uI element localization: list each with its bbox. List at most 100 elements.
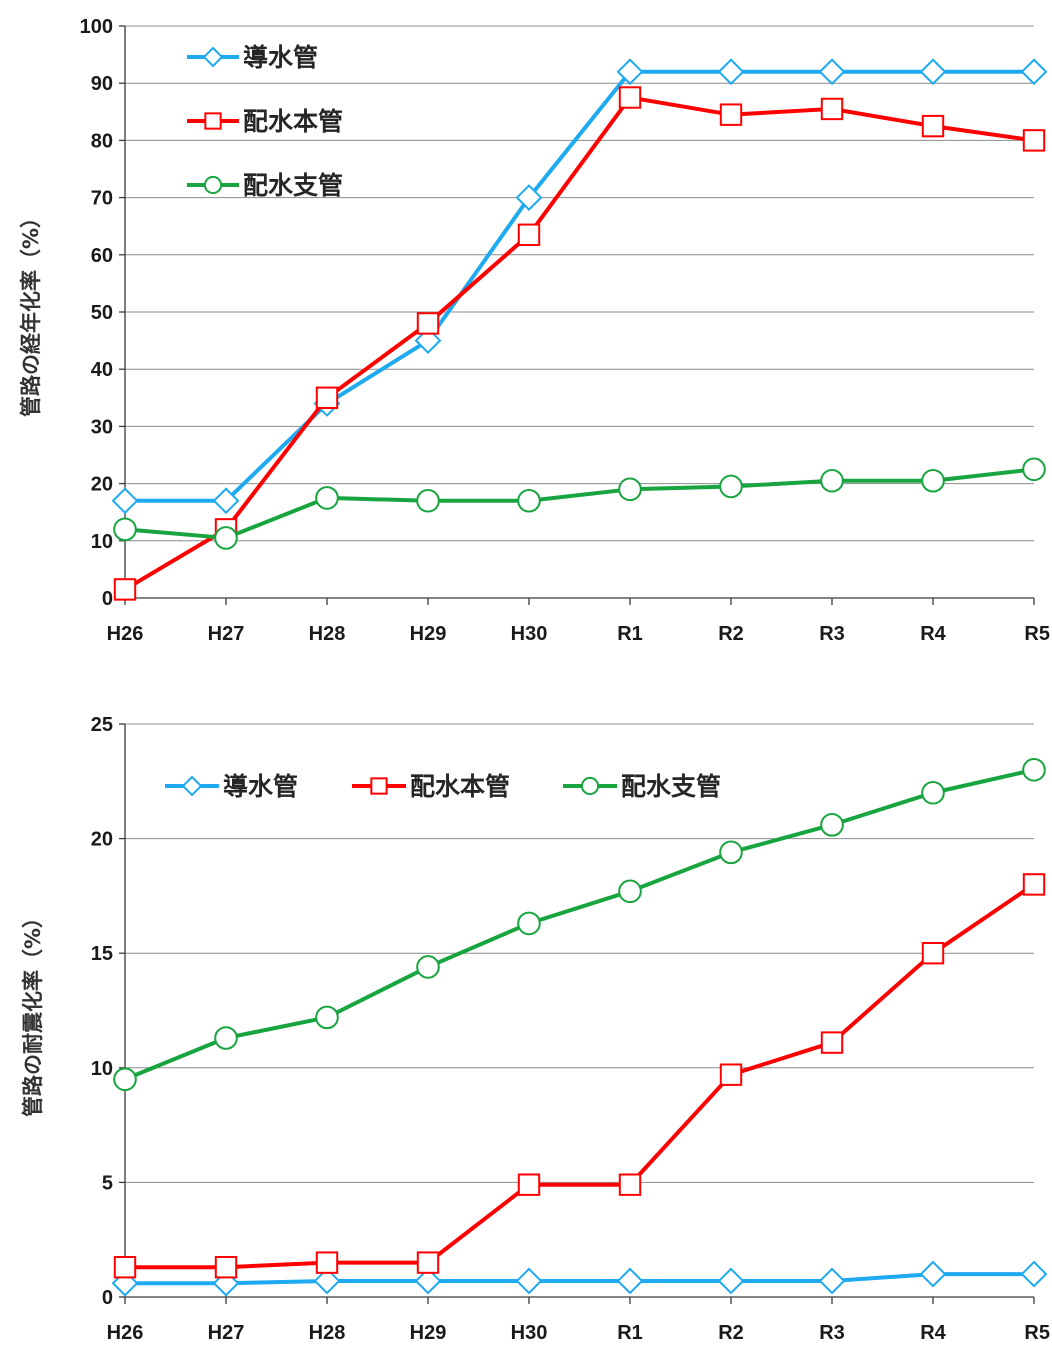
y-axis-label: 管路の耐震化率（%） xyxy=(21,907,45,1117)
chart-seismic-rate: 0 5 10 15 20 25 H26 H27 H28 H29 H30 R1 R2 R3 R4 R5 導水管 配水… xyxy=(21,714,1050,1344)
y-tick-label: 15 xyxy=(91,943,113,965)
series-haisui-hon xyxy=(113,86,1046,601)
x-tick-label: R2 xyxy=(718,623,744,645)
x-tick-label: R1 xyxy=(617,1322,643,1344)
data-point-haisui-hon xyxy=(1022,873,1046,896)
data-point-dousui xyxy=(313,1267,341,1295)
data-point-dousui xyxy=(717,58,745,86)
data-point-haisui-hon xyxy=(618,86,642,109)
series-line-haisui-hon xyxy=(123,95,1035,592)
x-tick-label: R4 xyxy=(920,1322,946,1344)
data-point-haisui-shi xyxy=(517,488,541,513)
data-point-dousui xyxy=(818,1267,846,1295)
y-tick-label: 80 xyxy=(91,130,113,152)
series-line-dousui xyxy=(125,69,1034,503)
data-point-haisui-shi xyxy=(1022,758,1046,782)
legend-marker xyxy=(580,776,600,796)
y-tick-label: 30 xyxy=(91,416,113,438)
data-point-haisui-shi xyxy=(214,526,238,550)
data-point-haisui-shi xyxy=(719,840,743,865)
data-point-haisui-hon xyxy=(113,1256,137,1279)
data-point-dousui xyxy=(616,58,644,86)
data-point-haisui-hon xyxy=(113,578,137,601)
data-point-haisui-hon xyxy=(820,1031,844,1054)
data-point-haisui-hon xyxy=(921,114,945,138)
series-haisui-shi xyxy=(113,758,1046,1092)
data-point-dousui xyxy=(515,1267,543,1295)
data-point-haisui-hon xyxy=(214,1256,238,1279)
y-tick-label: 100 xyxy=(80,16,113,38)
x-tick-label: H28 xyxy=(309,1322,346,1344)
legend-label: 導水管 xyxy=(223,772,298,801)
legend-marker xyxy=(370,777,388,795)
data-point-dousui xyxy=(919,58,947,86)
x-tick-label: R1 xyxy=(617,623,643,645)
data-point-haisui-shi xyxy=(416,955,440,979)
x-tick-label: H28 xyxy=(309,623,346,645)
x-tick-label: R2 xyxy=(718,1322,744,1344)
data-point-dousui xyxy=(1020,58,1048,86)
x-tick-label: H30 xyxy=(511,623,548,645)
y-tick-label: 10 xyxy=(91,531,113,553)
y-tick-label: 5 xyxy=(102,1172,113,1194)
x-tick-label: R3 xyxy=(819,623,845,645)
legend-marker xyxy=(202,46,224,68)
legend-item-haisui-shi: 配水支管 xyxy=(187,171,343,200)
x-tick-label: R5 xyxy=(1024,1322,1050,1344)
data-point-haisui-hon xyxy=(416,1251,440,1274)
y-tick-label: 60 xyxy=(91,245,113,267)
data-point-haisui-hon xyxy=(315,1251,339,1274)
legend-item-haisui-hon: 配水本管 xyxy=(187,107,343,136)
legend-marker xyxy=(181,775,203,797)
x-tick-label: H29 xyxy=(410,1322,447,1344)
data-point-haisui-shi xyxy=(113,1067,137,1092)
data-point-dousui xyxy=(919,1260,947,1288)
legend-marker xyxy=(203,175,223,195)
data-point-haisui-shi xyxy=(618,879,642,904)
data-point-dousui xyxy=(616,1267,644,1295)
data-point-haisui-hon xyxy=(1022,129,1046,152)
y-tick-label: 0 xyxy=(102,1287,113,1309)
x-tick-label: H30 xyxy=(511,1322,548,1344)
y-tick-label: 70 xyxy=(91,188,113,210)
y-tick-label: 25 xyxy=(91,714,113,736)
legend-item-haisui-shi: 配水支管 xyxy=(563,772,721,801)
y-tick-label: 20 xyxy=(91,829,113,851)
data-point-haisui-shi xyxy=(517,911,541,936)
series-line-haisui-shi xyxy=(124,467,1035,540)
x-tick-label: R3 xyxy=(819,1322,845,1344)
legend-label: 配水支管 xyxy=(243,171,343,200)
x-tick-label: H27 xyxy=(208,1322,245,1344)
series-haisui-hon xyxy=(113,873,1046,1279)
series-line-haisui-shi xyxy=(124,767,1035,1082)
x-tick-label: H29 xyxy=(410,623,447,645)
legend-label: 配水本管 xyxy=(243,107,343,136)
y-tick-label: 10 xyxy=(91,1058,113,1080)
data-point-dousui xyxy=(111,487,139,515)
data-point-haisui-shi xyxy=(719,474,743,499)
x-tick-label: H27 xyxy=(208,623,245,645)
data-point-haisui-shi xyxy=(921,780,945,805)
data-point-haisui-hon xyxy=(517,1173,541,1196)
data-point-haisui-hon xyxy=(315,386,339,410)
data-point-haisui-shi xyxy=(820,468,844,493)
data-point-dousui xyxy=(818,58,846,86)
data-point-dousui xyxy=(212,487,240,515)
y-tick-label: 40 xyxy=(91,359,113,381)
series-line-haisui-hon xyxy=(125,882,1036,1270)
data-point-haisui-shi xyxy=(921,468,945,493)
data-point-haisui-shi xyxy=(113,517,137,542)
chart-aging-rate: 0 10 20 30 40 50 60 70 80 90 100 H26 H27 H28 H29 H30 R1 R… xyxy=(19,16,1050,645)
data-point-dousui xyxy=(1020,1260,1048,1288)
data-point-haisui-hon xyxy=(416,312,440,335)
data-point-haisui-hon xyxy=(820,97,844,121)
legend-label: 配水支管 xyxy=(621,772,721,801)
y-tick-label: 50 xyxy=(91,302,113,324)
plot-area: 0 5 10 15 20 25 H26 H27 H28 H29 H30 R1 R2 R3 R4 R5 導水管 配水… xyxy=(91,714,1050,1344)
data-point-haisui-hon xyxy=(719,103,743,126)
data-point-haisui-shi xyxy=(214,1026,238,1050)
x-tick-label: R5 xyxy=(1024,623,1050,645)
y-tick-label: 20 xyxy=(91,474,113,496)
y-axis-label: 管路の経年化率（%） xyxy=(19,207,43,417)
